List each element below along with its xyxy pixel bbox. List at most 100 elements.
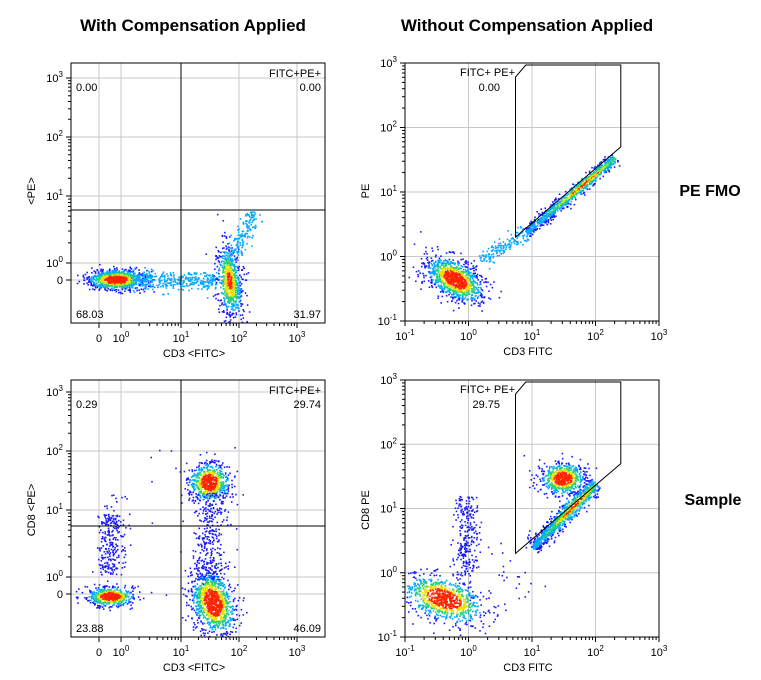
event-point (466, 288, 469, 290)
event-point (588, 170, 591, 173)
event-point (443, 276, 446, 278)
event-point (248, 215, 251, 217)
event-point (578, 187, 581, 189)
event-point (451, 286, 454, 288)
event-point (113, 604, 115, 606)
event-point (148, 277, 150, 279)
event-point (580, 193, 582, 195)
event-point (454, 290, 457, 293)
event-point (469, 278, 471, 280)
event-point (461, 299, 464, 302)
event-point (443, 285, 445, 287)
event-point (472, 279, 475, 281)
event-point (83, 279, 85, 281)
event-point (235, 307, 237, 309)
event-point (131, 282, 134, 285)
event-point (91, 280, 94, 283)
event-point (499, 245, 501, 247)
event-point (466, 279, 468, 281)
event-point (123, 599, 125, 601)
event-point (570, 197, 572, 199)
x-tick-label: 0 (96, 333, 102, 345)
event-point (137, 596, 140, 598)
event-point (232, 305, 235, 308)
event-point (209, 281, 212, 284)
event-point (557, 201, 560, 203)
event-point (151, 275, 154, 278)
event-point (227, 294, 230, 297)
event-point (434, 261, 437, 264)
event-point (467, 263, 469, 266)
event-point (587, 183, 589, 186)
event-point (467, 269, 469, 272)
event-point (561, 205, 563, 207)
event-point (598, 166, 600, 168)
event-point (237, 267, 240, 269)
event-point (585, 171, 587, 174)
event-point (255, 226, 257, 228)
event-point (556, 207, 559, 210)
event-point (205, 275, 208, 277)
event-point (113, 594, 115, 596)
event-point (488, 268, 491, 270)
event-point (241, 230, 244, 233)
event-point (428, 271, 430, 273)
event-point (96, 604, 99, 607)
event-point (226, 284, 229, 287)
event-point (164, 283, 167, 285)
event-point (82, 274, 85, 277)
event-point (433, 262, 436, 264)
event-point (117, 589, 119, 591)
event-point (94, 287, 97, 289)
event-point (232, 299, 235, 302)
event-point (246, 236, 249, 239)
event-point (116, 596, 118, 599)
event-point (515, 231, 517, 234)
event-point (503, 250, 506, 252)
event-point (534, 227, 536, 229)
event-point (137, 282, 140, 285)
event-point (457, 298, 460, 300)
event-point (485, 256, 487, 258)
event-point (602, 159, 605, 161)
event-point (463, 298, 465, 300)
event-point (207, 281, 210, 283)
event-point (126, 286, 128, 288)
event-point (582, 182, 585, 184)
event-point (436, 278, 439, 280)
event-point (179, 283, 181, 285)
event-point (119, 285, 122, 288)
event-point (206, 277, 209, 279)
event-point (111, 285, 114, 287)
event-point (462, 283, 464, 286)
event-point (464, 279, 467, 281)
event-point (585, 182, 588, 185)
event-point (173, 278, 176, 280)
event-point (227, 298, 230, 301)
event-point (136, 289, 138, 292)
event-point (141, 282, 143, 285)
event-point (487, 255, 490, 257)
event-point (454, 269, 456, 272)
event-point (417, 273, 419, 276)
event-point (111, 601, 114, 603)
event-point (110, 280, 113, 283)
event-point (117, 600, 120, 602)
event-point (105, 279, 107, 281)
event-point (187, 277, 190, 279)
event-point (228, 274, 230, 277)
event-point (480, 288, 483, 291)
event-point (560, 198, 562, 200)
event-point (492, 246, 495, 249)
event-point (443, 283, 445, 286)
event-point (225, 254, 228, 256)
event-point (476, 297, 479, 299)
event-point (231, 276, 233, 279)
event-point (591, 172, 594, 175)
event-point (240, 318, 242, 321)
event-point (201, 283, 203, 285)
event-point (571, 197, 574, 199)
event-point (582, 187, 585, 190)
